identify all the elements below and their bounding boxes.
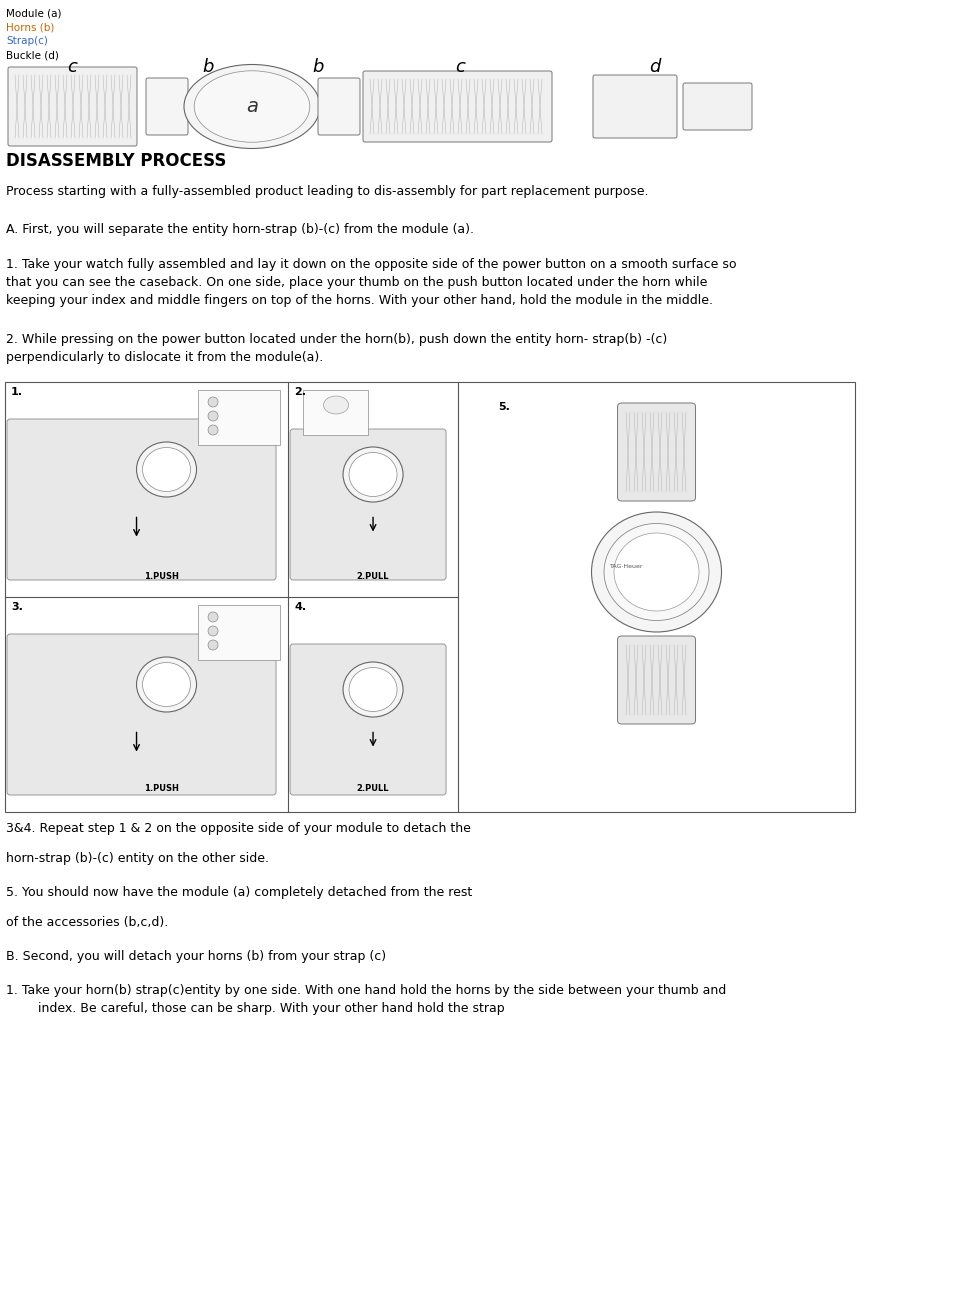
FancyBboxPatch shape	[618, 636, 695, 724]
Bar	[5, 382, 855, 811]
Ellipse shape	[614, 533, 699, 611]
Ellipse shape	[142, 448, 190, 491]
FancyBboxPatch shape	[146, 77, 188, 135]
Circle shape	[208, 640, 218, 650]
Text: 2.PULL: 2.PULL	[357, 571, 390, 580]
Text: 3.: 3.	[11, 602, 23, 611]
Text: 1.PUSH: 1.PUSH	[144, 571, 179, 580]
Ellipse shape	[142, 663, 190, 707]
Bar	[198, 390, 280, 445]
Ellipse shape	[324, 396, 348, 414]
FancyBboxPatch shape	[318, 77, 360, 135]
Text: Process starting with a fully-assembled product leading to dis-assembly for part: Process starting with a fully-assembled …	[6, 184, 649, 197]
Text: c: c	[455, 58, 465, 76]
Text: Buckle (d): Buckle (d)	[6, 50, 59, 61]
FancyBboxPatch shape	[593, 75, 677, 138]
Ellipse shape	[136, 442, 196, 497]
Ellipse shape	[349, 453, 397, 497]
FancyBboxPatch shape	[618, 402, 695, 501]
Bar	[303, 390, 368, 435]
Ellipse shape	[184, 64, 320, 148]
Text: b: b	[202, 58, 214, 76]
FancyBboxPatch shape	[290, 644, 446, 795]
Ellipse shape	[604, 524, 709, 620]
FancyBboxPatch shape	[7, 419, 276, 580]
Text: 3&4. Repeat step 1 & 2 on the opposite side of your module to detach the: 3&4. Repeat step 1 & 2 on the opposite s…	[6, 822, 471, 835]
Text: 4.: 4.	[294, 602, 307, 611]
Circle shape	[208, 626, 218, 636]
Ellipse shape	[136, 657, 196, 712]
Ellipse shape	[592, 512, 721, 632]
Text: A. First, you will separate the entity horn-strap (b)-(c) from the module (a).: A. First, you will separate the entity h…	[6, 223, 474, 236]
Text: c: c	[67, 58, 77, 76]
FancyBboxPatch shape	[7, 633, 276, 795]
Text: a: a	[246, 97, 258, 116]
Text: 1.PUSH: 1.PUSH	[144, 784, 179, 793]
Text: of the accessories (b,c,d).: of the accessories (b,c,d).	[6, 916, 168, 929]
Text: 1. Take your watch fully assembled and lay it down on the opposite side of the p: 1. Take your watch fully assembled and l…	[6, 258, 737, 271]
Text: perpendicularly to dislocate it from the module(a).: perpendicularly to dislocate it from the…	[6, 351, 323, 364]
Text: 5. You should now have the module (a) completely detached from the rest: 5. You should now have the module (a) co…	[6, 886, 472, 899]
Text: 2.PULL: 2.PULL	[357, 784, 390, 793]
FancyBboxPatch shape	[363, 71, 552, 142]
FancyBboxPatch shape	[8, 67, 137, 146]
Text: Strap(c): Strap(c)	[6, 36, 48, 46]
Text: index. Be careful, those can be sharp. With your other hand hold the strap: index. Be careful, those can be sharp. W…	[6, 1002, 505, 1015]
Text: B. Second, you will detach your horns (b) from your strap (c): B. Second, you will detach your horns (b…	[6, 949, 386, 964]
Bar	[198, 605, 280, 660]
Circle shape	[208, 412, 218, 421]
Text: DISASSEMBLY PROCESS: DISASSEMBLY PROCESS	[6, 152, 226, 170]
Text: b: b	[312, 58, 324, 76]
Text: Horns (b): Horns (b)	[6, 22, 54, 32]
Ellipse shape	[343, 662, 403, 717]
Text: horn-strap (b)-(c) entity on the other side.: horn-strap (b)-(c) entity on the other s…	[6, 851, 269, 866]
Circle shape	[208, 611, 218, 622]
Text: that you can see the caseback. On one side, place your thumb on the push button : that you can see the caseback. On one si…	[6, 276, 708, 289]
Ellipse shape	[194, 71, 309, 142]
FancyBboxPatch shape	[290, 430, 446, 580]
Text: 5.: 5.	[498, 402, 510, 412]
Text: Module (a): Module (a)	[6, 8, 62, 18]
Text: d: d	[649, 58, 660, 76]
Text: 1. Take your horn(b) strap(c)entity by one side. With one hand hold the horns by: 1. Take your horn(b) strap(c)entity by o…	[6, 984, 726, 997]
Text: keeping your index and middle fingers on top of the horns. With your other hand,: keeping your index and middle fingers on…	[6, 294, 713, 307]
Text: 1.: 1.	[11, 387, 23, 397]
Text: TAG·Heuer: TAG·Heuer	[610, 565, 643, 569]
Ellipse shape	[349, 667, 397, 712]
Circle shape	[208, 424, 218, 435]
Text: 2. While pressing on the power button located under the horn(b), push down the e: 2. While pressing on the power button lo…	[6, 333, 667, 346]
FancyBboxPatch shape	[683, 83, 752, 130]
Circle shape	[208, 397, 218, 408]
Text: 2.: 2.	[294, 387, 306, 397]
Ellipse shape	[343, 448, 403, 502]
